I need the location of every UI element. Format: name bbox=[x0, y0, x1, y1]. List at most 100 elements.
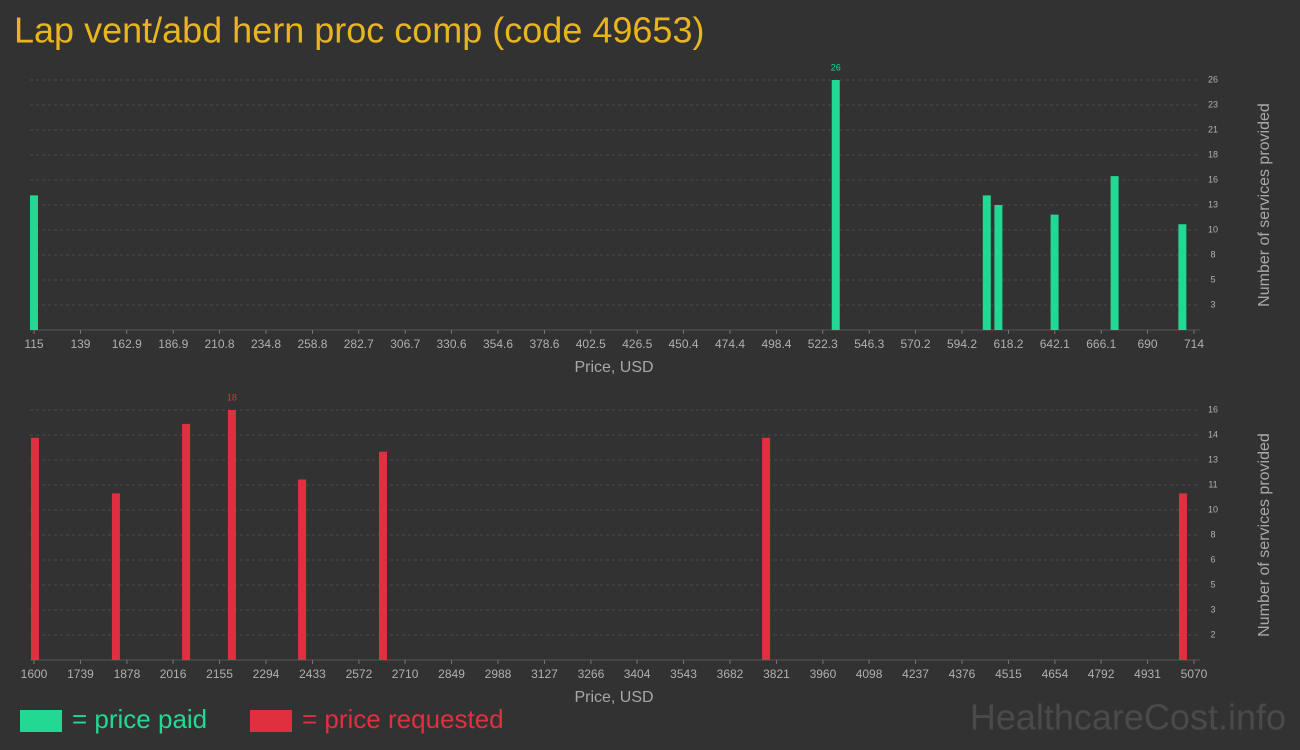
x-tick-label: 2433 bbox=[299, 667, 326, 681]
bar bbox=[298, 479, 307, 660]
x-tick-label: 3682 bbox=[717, 667, 744, 681]
bar bbox=[1110, 176, 1119, 330]
x-tick-label: 426.5 bbox=[622, 337, 652, 351]
x-tick-label: 162.9 bbox=[112, 337, 142, 351]
x-tick-label: 306.7 bbox=[390, 337, 420, 351]
x-tick-label: 4098 bbox=[856, 667, 883, 681]
y-tick-label: 16 bbox=[1208, 174, 1218, 184]
y-tick-label: 11 bbox=[1208, 479, 1217, 489]
y-tick-label: 16 bbox=[1208, 404, 1218, 414]
x-tick-label: 594.2 bbox=[947, 337, 977, 351]
y-tick-label: 10 bbox=[1208, 224, 1218, 234]
x-tick-label: 4237 bbox=[902, 667, 929, 681]
x-tick-label: 210.8 bbox=[205, 337, 235, 351]
x-tick-label: 4931 bbox=[1134, 667, 1161, 681]
x-tick-label: 5070 bbox=[1181, 667, 1208, 681]
bar bbox=[1050, 214, 1059, 330]
x-tick-label: 2849 bbox=[438, 667, 465, 681]
legend-label: = price requested bbox=[302, 704, 504, 734]
x-tick-label: 2572 bbox=[346, 667, 373, 681]
y-tick-label: 2 bbox=[1210, 629, 1215, 639]
x-tick-label: 4792 bbox=[1088, 667, 1115, 681]
y-tick-label: 18 bbox=[1208, 149, 1218, 159]
y-tick-label: 3 bbox=[1210, 604, 1215, 614]
watermark: HealthcareCost.info bbox=[970, 697, 1286, 738]
x-tick-label: 714 bbox=[1184, 337, 1204, 351]
bar bbox=[831, 80, 840, 330]
x-tick-label: 2155 bbox=[206, 667, 233, 681]
x-tick-label: 2710 bbox=[392, 667, 419, 681]
legend-label: = price paid bbox=[72, 704, 207, 734]
x-tick-label: 3960 bbox=[810, 667, 837, 681]
bar bbox=[111, 493, 120, 660]
bar bbox=[762, 437, 771, 660]
x-tick-label: 402.5 bbox=[576, 337, 606, 351]
x-tick-label: 258.8 bbox=[297, 337, 327, 351]
x-tick-label: 570.2 bbox=[901, 337, 931, 351]
y-tick-label: 13 bbox=[1208, 199, 1218, 209]
x-tick-label: 2988 bbox=[485, 667, 512, 681]
x-tick-label: 618.2 bbox=[993, 337, 1023, 351]
y-tick-label: 26 bbox=[1208, 74, 1218, 84]
x-tick-label: 186.9 bbox=[158, 337, 188, 351]
bar bbox=[31, 437, 40, 660]
x-tick-label: 3821 bbox=[763, 667, 790, 681]
y-tick-label: 3 bbox=[1210, 299, 1215, 309]
y-axis-label: Number of services provided bbox=[1256, 433, 1273, 637]
bar bbox=[1178, 224, 1187, 330]
y-axis-label: Number of services provided bbox=[1256, 103, 1273, 307]
bar bbox=[1178, 493, 1187, 660]
x-axis-label: Price, USD bbox=[574, 359, 653, 376]
x-tick-label: 450.4 bbox=[669, 337, 699, 351]
bar bbox=[30, 195, 38, 330]
x-tick-label: 1878 bbox=[114, 667, 141, 681]
y-tick-label: 13 bbox=[1208, 454, 1218, 464]
page-title: Lap vent/abd hern proc comp (code 49653) bbox=[14, 10, 704, 51]
bar bbox=[982, 195, 991, 330]
y-tick-label: 5 bbox=[1210, 274, 1215, 284]
bar bbox=[227, 410, 236, 660]
y-tick-label: 5 bbox=[1210, 579, 1215, 589]
y-tick-label: 8 bbox=[1210, 249, 1215, 259]
x-axis-label: Price, USD bbox=[574, 689, 653, 706]
x-tick-label: 642.1 bbox=[1040, 337, 1070, 351]
x-tick-label: 4376 bbox=[949, 667, 976, 681]
y-tick-label: 21 bbox=[1208, 124, 1218, 134]
x-tick-label: 1739 bbox=[67, 667, 94, 681]
legend-swatch bbox=[20, 710, 62, 732]
x-tick-label: 378.6 bbox=[529, 337, 559, 351]
x-tick-label: 474.4 bbox=[715, 337, 745, 351]
x-tick-label: 1600 bbox=[21, 667, 48, 681]
y-tick-label: 6 bbox=[1210, 554, 1215, 564]
x-tick-label: 234.8 bbox=[251, 337, 281, 351]
y-tick-label: 23 bbox=[1208, 99, 1218, 109]
x-tick-label: 4654 bbox=[1042, 667, 1069, 681]
x-tick-label: 666.1 bbox=[1086, 337, 1116, 351]
bar bbox=[182, 423, 191, 660]
data-label: 18 bbox=[227, 392, 237, 402]
x-tick-label: 3404 bbox=[624, 667, 651, 681]
y-tick-label: 14 bbox=[1208, 429, 1218, 439]
y-tick-label: 10 bbox=[1208, 504, 1218, 514]
x-tick-label: 4515 bbox=[995, 667, 1022, 681]
x-tick-label: 498.4 bbox=[761, 337, 791, 351]
x-tick-label: 115 bbox=[24, 337, 43, 351]
x-tick-label: 546.3 bbox=[854, 337, 884, 351]
x-tick-label: 522.3 bbox=[808, 337, 838, 351]
x-tick-label: 139 bbox=[70, 337, 90, 351]
x-tick-label: 3266 bbox=[578, 667, 605, 681]
x-tick-label: 354.6 bbox=[483, 337, 513, 351]
y-tick-label: 8 bbox=[1210, 529, 1215, 539]
bar bbox=[994, 205, 1003, 330]
data-label: 26 bbox=[831, 62, 841, 72]
x-tick-label: 2294 bbox=[253, 667, 280, 681]
x-tick-label: 2016 bbox=[160, 667, 187, 681]
x-tick-label: 3543 bbox=[670, 667, 697, 681]
x-tick-label: 330.6 bbox=[437, 337, 467, 351]
bar bbox=[379, 451, 388, 660]
x-tick-label: 282.7 bbox=[344, 337, 374, 351]
x-tick-label: 3127 bbox=[531, 667, 558, 681]
x-tick-label: 690 bbox=[1138, 337, 1158, 351]
